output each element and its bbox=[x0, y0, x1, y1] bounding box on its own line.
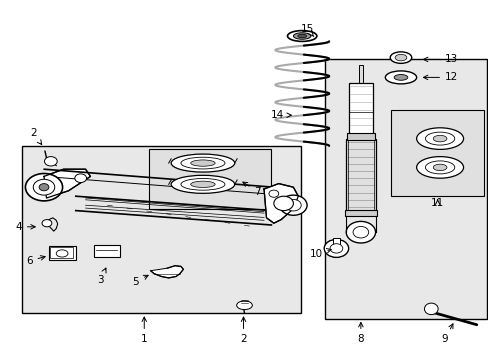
Ellipse shape bbox=[171, 154, 234, 172]
Ellipse shape bbox=[352, 226, 368, 238]
Text: 11: 11 bbox=[430, 198, 444, 208]
Bar bbox=[94, 245, 120, 257]
Bar bbox=[390, 110, 483, 196]
Ellipse shape bbox=[416, 157, 463, 178]
Text: 8: 8 bbox=[357, 323, 364, 344]
Ellipse shape bbox=[75, 174, 86, 183]
Ellipse shape bbox=[297, 34, 306, 38]
Ellipse shape bbox=[425, 161, 454, 174]
Ellipse shape bbox=[44, 157, 57, 166]
Bar bbox=[22, 146, 300, 313]
Text: 10: 10 bbox=[309, 248, 330, 259]
Ellipse shape bbox=[287, 31, 316, 41]
Ellipse shape bbox=[416, 128, 463, 149]
Ellipse shape bbox=[190, 160, 215, 166]
Text: 2: 2 bbox=[240, 317, 246, 344]
Text: 3: 3 bbox=[97, 268, 106, 285]
Bar bbox=[49, 246, 76, 260]
Text: 7: 7 bbox=[243, 182, 261, 197]
Bar bbox=[344, 210, 376, 216]
Polygon shape bbox=[264, 184, 298, 223]
Ellipse shape bbox=[324, 239, 348, 257]
Ellipse shape bbox=[394, 54, 406, 61]
Text: 6: 6 bbox=[26, 256, 45, 266]
Bar bbox=[346, 139, 375, 211]
Text: 12: 12 bbox=[423, 72, 457, 82]
Ellipse shape bbox=[279, 195, 306, 215]
Ellipse shape bbox=[389, 52, 411, 63]
Bar bbox=[358, 65, 362, 83]
Ellipse shape bbox=[273, 196, 293, 211]
Text: 5: 5 bbox=[132, 275, 148, 287]
Ellipse shape bbox=[268, 190, 278, 197]
Polygon shape bbox=[150, 266, 183, 278]
Ellipse shape bbox=[329, 244, 342, 253]
Ellipse shape bbox=[181, 157, 224, 169]
Bar bbox=[325, 59, 486, 319]
Text: 1: 1 bbox=[141, 317, 147, 344]
Text: 15: 15 bbox=[300, 24, 313, 37]
Ellipse shape bbox=[346, 221, 375, 243]
Text: 14: 14 bbox=[270, 110, 291, 120]
Bar bbox=[149, 149, 271, 209]
Ellipse shape bbox=[425, 132, 454, 145]
Ellipse shape bbox=[236, 301, 252, 310]
Ellipse shape bbox=[39, 184, 49, 191]
Ellipse shape bbox=[42, 220, 52, 227]
Ellipse shape bbox=[385, 71, 416, 84]
Text: 9: 9 bbox=[441, 324, 452, 344]
Bar bbox=[332, 238, 339, 248]
Ellipse shape bbox=[424, 303, 437, 315]
Text: 4: 4 bbox=[15, 222, 35, 232]
Ellipse shape bbox=[33, 179, 55, 195]
Ellipse shape bbox=[285, 199, 301, 211]
Ellipse shape bbox=[25, 174, 62, 201]
Ellipse shape bbox=[432, 164, 446, 171]
Bar bbox=[346, 133, 374, 140]
Ellipse shape bbox=[181, 179, 224, 190]
Ellipse shape bbox=[293, 33, 310, 39]
Ellipse shape bbox=[432, 135, 446, 142]
Ellipse shape bbox=[393, 75, 407, 80]
Text: 2: 2 bbox=[30, 128, 41, 144]
Ellipse shape bbox=[56, 250, 68, 257]
Text: 13: 13 bbox=[423, 54, 457, 64]
Ellipse shape bbox=[171, 175, 234, 193]
Ellipse shape bbox=[190, 181, 215, 188]
Bar bbox=[348, 83, 372, 137]
Polygon shape bbox=[44, 169, 90, 198]
Bar bbox=[50, 247, 73, 258]
